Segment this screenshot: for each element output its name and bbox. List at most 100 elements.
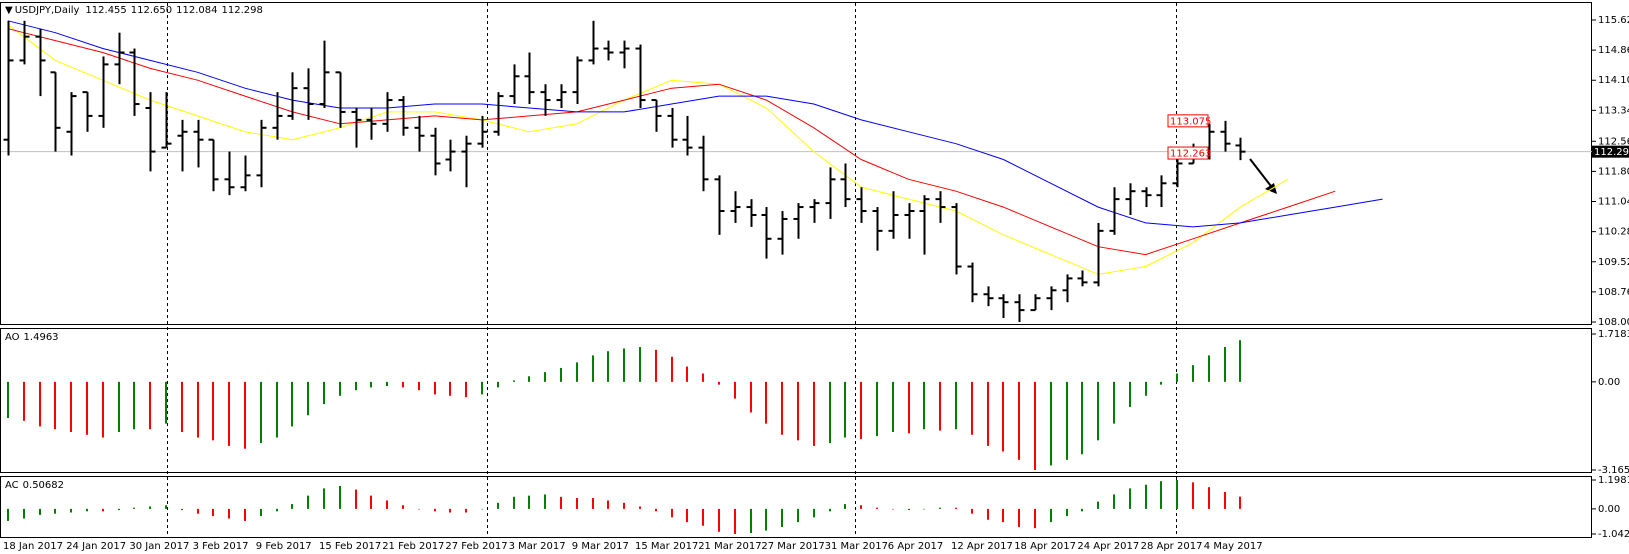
histogram-bar [1239, 340, 1241, 382]
histogram-bar [971, 381, 973, 435]
histogram-bar [418, 381, 420, 391]
x-tick-label: 18 Jan 2017 [3, 541, 63, 552]
histogram-bar [165, 505, 167, 509]
histogram-bar [339, 381, 341, 396]
ohlc-bar [382, 92, 393, 132]
ohlc-bar [619, 40, 630, 69]
ohlc-bar [366, 107, 377, 140]
histogram-bar [323, 381, 325, 405]
histogram-bar [465, 381, 467, 398]
ohlc-bar [1125, 183, 1136, 215]
ohlc-bar [919, 195, 930, 255]
ao-title: AO [5, 332, 20, 343]
histogram-bar [39, 381, 41, 427]
histogram-bar [797, 508, 799, 523]
histogram-bar [1224, 347, 1226, 382]
histogram-bar [307, 495, 309, 509]
ohlc-bar [1172, 155, 1183, 188]
histogram-bar [1160, 381, 1162, 385]
histogram-bar [465, 508, 467, 513]
histogram-bar [197, 381, 199, 438]
ac-frame [0, 476, 1592, 538]
histogram-bar [1224, 492, 1226, 509]
ohlc-bar [145, 92, 156, 172]
ohlc-bar [177, 119, 188, 172]
histogram-bar [671, 356, 673, 382]
histogram-bar [102, 508, 104, 512]
ohlc-bar [1062, 274, 1073, 303]
histogram-bar [623, 348, 625, 382]
histogram-bar [497, 502, 499, 509]
histogram-bar [386, 500, 388, 509]
ohlc-bar [509, 64, 520, 105]
histogram-bar [212, 508, 214, 517]
histogram-bar [276, 508, 278, 512]
ohlc-bar [935, 191, 946, 223]
ohlc-bar [951, 203, 962, 275]
ohlc-bar [998, 294, 1009, 319]
histogram-bar [560, 496, 562, 509]
histogram-bar [1113, 494, 1115, 509]
histogram-bar [244, 508, 246, 521]
ohlc-bar [698, 135, 709, 192]
ohlc-bar [256, 119, 267, 188]
x-tick-label: 27 Feb 2017 [445, 541, 507, 552]
ohlc-bar [777, 211, 788, 255]
ohlc-bar [983, 286, 994, 307]
ohlc-bar [208, 138, 219, 192]
ohlc-bar [730, 191, 741, 223]
ohlc-bar [430, 127, 441, 176]
x-tick-label: 21 Mar 2017 [698, 541, 761, 552]
histogram-bar [23, 381, 25, 421]
histogram-bar [544, 494, 546, 509]
x-tick-label: 24 Jan 2017 [66, 541, 126, 552]
ohlc-bar [967, 262, 978, 303]
ac-header: AC 0.50682 [5, 480, 64, 491]
ao-frame [0, 328, 1592, 473]
histogram-bar [702, 373, 704, 382]
histogram-bar [418, 508, 420, 510]
histogram-bar [228, 508, 230, 519]
ac-current: 0.50682 [23, 480, 64, 491]
ohlc-bar [461, 135, 472, 188]
ma-line [7, 28, 1336, 256]
histogram-bar [576, 362, 578, 382]
histogram-bar [1050, 381, 1052, 466]
histogram-bar [844, 381, 846, 438]
histogram-bar [118, 381, 120, 432]
histogram-bar [813, 381, 815, 446]
histogram-bar [860, 381, 862, 439]
histogram-bar [7, 508, 9, 521]
ohlc-bar [1141, 187, 1152, 208]
ohlc-bar [82, 91, 93, 132]
histogram-bar [655, 349, 657, 382]
histogram-bar [1066, 508, 1068, 517]
histogram-bar [355, 489, 357, 509]
histogram-bar [165, 381, 167, 424]
histogram-bar [860, 505, 862, 509]
histogram-bar [481, 508, 483, 510]
ohlc-bar [287, 72, 298, 120]
histogram-bar [1081, 381, 1083, 455]
period-separators [167, 3, 1177, 537]
histogram-bar [1002, 381, 1004, 452]
histogram-bar [386, 381, 388, 387]
histogram-bar [939, 507, 941, 509]
y-tick-label: 111.800 [1598, 166, 1629, 177]
histogram-bar [560, 367, 562, 382]
histogram-bar [1129, 488, 1131, 509]
ohlc-bar [3, 20, 14, 156]
y-tick-label: 0.00 [1598, 377, 1620, 388]
ohlc-bar [746, 199, 757, 227]
x-tick-label: 15 Mar 2017 [635, 541, 698, 552]
x-tick-label: 28 Apr 2017 [1141, 541, 1203, 552]
histogram-bar [1034, 381, 1036, 470]
histogram-bar [513, 380, 515, 382]
histogram-bar [307, 381, 309, 416]
histogram-bar [513, 496, 515, 509]
histogram-bar [181, 381, 183, 432]
ma-line [7, 24, 1289, 275]
ohlc-bar [840, 163, 851, 208]
